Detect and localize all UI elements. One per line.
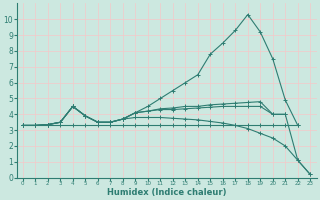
X-axis label: Humidex (Indice chaleur): Humidex (Indice chaleur) (107, 188, 226, 197)
